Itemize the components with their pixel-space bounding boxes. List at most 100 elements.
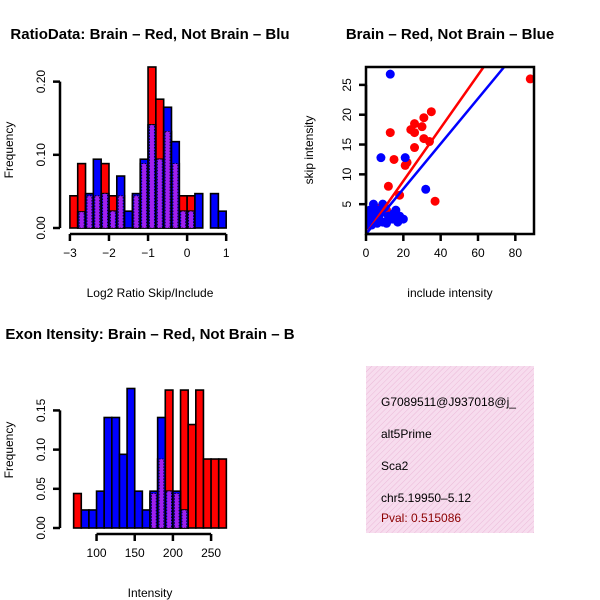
hist_intensity-x-tick-label: 150 — [125, 546, 145, 560]
hist_ratio-bar-overlap — [149, 124, 155, 229]
hist_intensity-bar-overlap — [151, 493, 157, 529]
scatter-point-brain — [419, 113, 429, 123]
scatter-y-tick-label: 15 — [340, 138, 354, 152]
hist_intensity-bar-brain — [72, 492, 83, 529]
info-panel: G7089511@J937018@j_ alt5Prime Sca2 chr5.… — [366, 366, 534, 533]
info-location: chr5.19950–5.12 — [381, 491, 472, 505]
scatter-point-brain — [383, 181, 393, 191]
scatter-y-tick-label: 10 — [340, 167, 354, 181]
scatter-point-not-brain — [385, 69, 395, 79]
scatter-ylabel: skip intensity — [302, 116, 316, 185]
scatter-point-brain — [410, 143, 420, 153]
ratio-histogram-xlabel: Log2 Ratio Skip/Include — [87, 286, 214, 300]
scatter-point-brain — [417, 122, 427, 132]
hist_intensity-bar-not-brain — [141, 509, 151, 529]
intensity-histogram-title: Exon Itensity: Brain – Red, Not Brain – … — [5, 326, 294, 343]
scatter-point-brain — [400, 160, 410, 170]
hist_ratio-y-tick-label: 0.10 — [34, 143, 48, 167]
intensity-scatter: Brain – Red, Not Brain – Blue include in… — [302, 26, 554, 300]
hist_ratio-bar-overlap — [110, 210, 116, 229]
hist_ratio-bar-overlap — [141, 163, 147, 229]
hist_intensity-bar-overlap — [166, 490, 172, 529]
hist_intensity-bar-not-brain — [88, 509, 98, 529]
hist_intensity-bar-brain — [187, 423, 197, 529]
hist_intensity-bar-overlap — [174, 493, 180, 529]
scatter-y-tick-label: 5 — [340, 201, 354, 208]
scatter-point-not-brain — [393, 217, 403, 227]
scatter-plot-area — [366, 67, 534, 234]
scatter-fit-line-not-brain — [366, 67, 506, 234]
scatter-point-brain — [385, 128, 395, 138]
hist_intensity-bar-brain — [195, 389, 205, 529]
intensity-histogram: Exon Itensity: Brain – Red, Not Brain – … — [2, 326, 295, 600]
hist_ratio-bar-not-brain — [217, 210, 227, 229]
hist_ratio-bar-brain — [69, 195, 79, 229]
scatter-fit-line-brain — [366, 67, 485, 234]
hist_ratio-y-tick-label: 0.20 — [34, 70, 48, 94]
hist_intensity-bar-not-brain — [80, 509, 90, 529]
hist_ratio-bar-not-brain — [123, 210, 134, 229]
scatter-x-tick-label: 60 — [471, 246, 485, 260]
ratio-histogram: RatioData: Brain – Red, Not Brain – Blu … — [2, 26, 290, 300]
hist_intensity-bar-not-brain — [103, 416, 113, 529]
intensity-histogram-xlabel: Intensity — [128, 586, 173, 600]
scatter-plot-frame — [364, 65, 536, 236]
hist_intensity-x-tick-label: 250 — [201, 546, 221, 560]
hist_ratio-bar-overlap — [133, 195, 140, 229]
scatter-point-brain — [430, 196, 440, 206]
scatter-x-tick-label: 40 — [434, 246, 448, 260]
hist_intensity-bar-brain — [179, 389, 189, 529]
hist_intensity-bar-brain — [202, 458, 212, 529]
scatter-x-tick-label: 80 — [509, 246, 523, 260]
scatter-xlabel: include intensity — [407, 286, 492, 300]
hist_intensity-x-tick-label: 100 — [87, 546, 107, 560]
hist_ratio-bar-not-brain — [209, 192, 220, 229]
hist_ratio-x-tick-label: −1 — [141, 246, 155, 260]
scatter-y-tick-label: 20 — [340, 108, 354, 122]
scatter-point-not-brain — [382, 218, 392, 228]
hist_ratio-bar-overlap — [164, 130, 171, 229]
scatter-point-not-brain — [376, 153, 386, 163]
hist_intensity-bar-brain — [217, 458, 228, 529]
scatter-point-brain — [426, 107, 436, 117]
hist_intensity-bar-overlap — [181, 509, 188, 529]
hist_ratio-bar-overlap — [94, 195, 101, 229]
hist_ratio-x-tick-label: 0 — [184, 246, 191, 260]
hist_intensity-bar-not-brain — [118, 453, 128, 529]
ratio-histogram-title: RatioData: Brain – Red, Not Brain – Blu — [10, 26, 289, 43]
hist_ratio-y-tick-label: 0.00 — [34, 216, 48, 240]
info-id: G7089511@J937018@j_ — [381, 395, 516, 409]
hist_ratio-x-tick-label: −3 — [63, 246, 77, 260]
scatter-y-tick-label: 25 — [340, 78, 354, 92]
scatter-point-not-brain — [421, 184, 431, 194]
ratio-histogram-ylabel: Frequency — [2, 122, 16, 179]
scatter-point-not-brain — [368, 199, 378, 209]
hist_ratio-bar-overlap — [172, 163, 179, 229]
scatter-x-tick-label: 0 — [363, 246, 370, 260]
info-gene: Sca2 — [381, 459, 409, 473]
hist_intensity-bar-not-brain — [133, 490, 144, 529]
scatter-title: Brain – Red, Not Brain – Blue — [346, 26, 554, 43]
hist_intensity-bar-not-brain — [95, 490, 105, 529]
hist_intensity-y-tick-label: 0.15 — [34, 398, 48, 422]
scatter-point-brain — [525, 74, 534, 84]
hist_ratio-bar-overlap — [180, 210, 187, 229]
hist_intensity-x-tick-label: 200 — [163, 546, 183, 560]
scatter-point-not-brain — [366, 211, 373, 221]
hist_ratio-bar-not-brain — [194, 192, 204, 229]
scatter-point-brain — [389, 154, 399, 164]
scatter-x-tick-label: 20 — [397, 246, 411, 260]
intensity-histogram-ylabel: Frequency — [2, 422, 16, 479]
info-pval: Pval: 0.515086 — [381, 511, 462, 525]
hist_intensity-y-tick-label: 0.00 — [34, 516, 48, 540]
scatter-point-not-brain — [400, 153, 410, 163]
hist_intensity-y-tick-label: 0.10 — [34, 438, 48, 462]
hist_intensity-bar-brain — [210, 458, 220, 529]
scatter-point-brain — [410, 128, 420, 138]
hist_intensity-bar-overlap — [158, 458, 165, 529]
hist_ratio-x-tick-label: −2 — [102, 246, 116, 260]
info-panel-background — [366, 366, 534, 533]
hist_ratio-bar-overlap — [86, 195, 93, 229]
hist_ratio-x-tick-label: 1 — [223, 246, 230, 260]
